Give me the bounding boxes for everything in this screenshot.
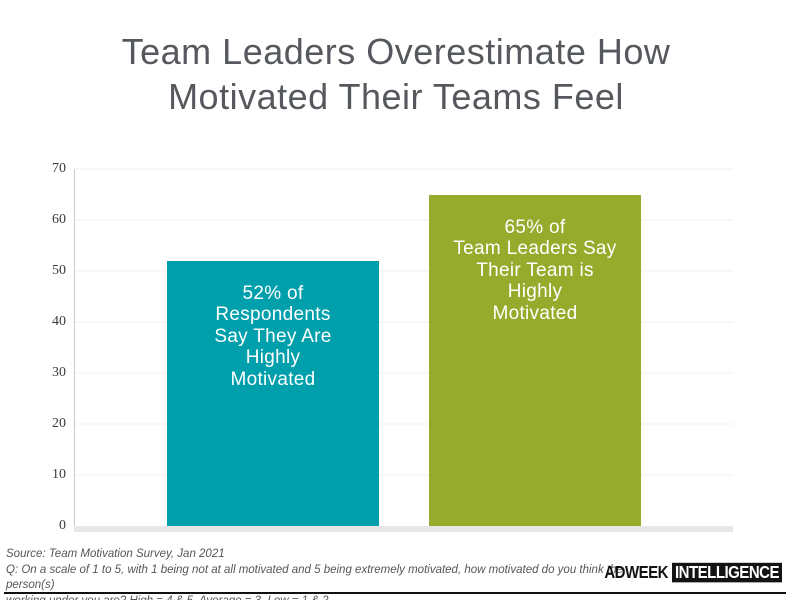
y-tick-label: 50 (52, 263, 66, 278)
bottom-divider (4, 592, 786, 594)
bar-respondents-label: 52% of Respondents Say They Are Highly M… (214, 282, 332, 390)
x-axis-baseline (74, 526, 733, 532)
y-tick-label: 0 (59, 518, 66, 533)
y-tick-label: 20 (52, 416, 66, 431)
gridline (75, 270, 733, 272)
chart-title: Team Leaders Overestimate How Motivated … (121, 31, 671, 117)
gridline (75, 474, 733, 476)
adweek-wordmark: ADWEEK (604, 562, 668, 582)
bar-team-leaders-label: 65% of Team Leaders Say Their Team is Hi… (453, 216, 617, 324)
adweek-intelligence-logo: ADWEEK INTELLIGENCE (604, 561, 782, 584)
bar-respondents: 52% of Respondents Say They Are Highly M… (167, 260, 379, 526)
y-tick-label: 30 (52, 365, 66, 380)
intelligence-wordmark: INTELLIGENCE (671, 562, 782, 582)
y-tick-label: 10 (52, 467, 66, 482)
y-tick-label: 40 (52, 314, 66, 329)
y-tick-label: 60 (52, 212, 66, 227)
gridline (75, 321, 733, 323)
source-note: Source: Team Motivation Survey, Jan 2021 (6, 548, 225, 560)
gridline (75, 168, 733, 170)
plot-area: 52% of Respondents Say They Are Highly M… (74, 168, 733, 532)
y-tick-label: 70 (52, 161, 66, 176)
gridline (75, 423, 733, 425)
question-note-line2: working under you are? High = 4 & 5, Ave… (6, 594, 666, 600)
y-axis-ticks: 0 10 20 30 40 50 60 70 (0, 162, 66, 533)
gridline (75, 219, 733, 221)
footer-notes: Source: Team Motivation Survey, Jan 2021… (6, 547, 666, 600)
bar-team-leaders: 65% of Team Leaders Say Their Team is Hi… (429, 194, 641, 526)
question-note-line1: Q: On a scale of 1 to 5, with 1 being no… (6, 563, 623, 592)
gridline (75, 372, 733, 374)
